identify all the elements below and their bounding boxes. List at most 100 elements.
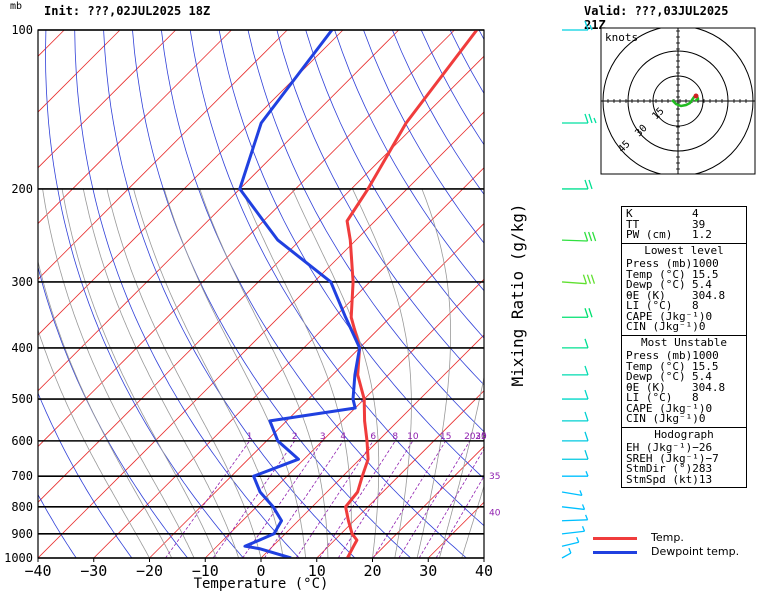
moist-adiabat	[82, 188, 240, 558]
pressure-tick-label: 300	[11, 275, 33, 289]
mixing-ratio-line	[295, 440, 374, 558]
mixing-ratio-line	[337, 440, 414, 558]
legend-dewpoint-swatch	[593, 551, 637, 554]
wind-barb-flag	[584, 113, 589, 124]
dry-adiabat	[334, 30, 484, 292]
isotherm-line	[149, 222, 484, 558]
index-key: StmDir (°)	[626, 462, 693, 475]
lowest-level-title: Lowest level	[644, 243, 724, 257]
wind-barb	[561, 274, 596, 285]
wind-barb-flag	[582, 274, 588, 284]
wind-barb-flag	[584, 308, 589, 318]
pressure-tick-label: 600	[11, 434, 33, 448]
index-row: SREH (Jkg⁻¹) −7	[626, 451, 742, 465]
index-row: Dewp (°C) 5.4	[626, 370, 742, 383]
index-row: Temp (°C) 15.5	[626, 361, 742, 373]
index-value: 5.4	[692, 370, 712, 383]
index-key: Dewp (°C)	[626, 370, 686, 383]
mixing-ratio-label: 40	[489, 508, 501, 518]
wind-barb-flag	[588, 113, 593, 124]
hodograph-section: Hodograph EH (Jkg⁻¹) −26 SREH (Jkg⁻¹) −7 Stm…	[622, 426, 746, 488]
dry-adiabat	[305, 30, 484, 339]
temperature-profile	[344, 30, 478, 558]
wind-barb-staff	[561, 281, 587, 285]
moist-adiabat	[199, 188, 329, 558]
isotherm-line	[38, 30, 455, 448]
pressure-tick-label: 1000	[4, 551, 33, 565]
index-row: PW (cm) 1.2	[626, 228, 742, 241]
lowest-level-section: Lowest level Press (mb) 1000 Temp (°C) 15.5…	[622, 242, 746, 335]
pressure-tick-label: 800	[11, 500, 33, 514]
hodograph-plot	[601, 28, 755, 174]
isotherm-line	[38, 30, 177, 169]
index-row: CIN (Jkg⁻¹) 0	[626, 321, 742, 333]
index-key: SREH (Jkg⁻¹)	[626, 451, 706, 465]
hodograph-title: knots	[605, 31, 638, 44]
wind-barb-flag	[584, 450, 589, 460]
index-value: 8	[692, 391, 699, 404]
wind-barb	[561, 537, 580, 547]
index-value: 4	[692, 207, 699, 220]
x-tick-label: 30	[419, 562, 437, 580]
index-value: 1000	[692, 257, 719, 270]
indices-top-section: K 4 TT 39 PW (cm) 1.2	[622, 207, 746, 243]
dry-adiabat	[45, 30, 244, 558]
wind-barb-flag	[583, 231, 589, 242]
mixing-ratio-line	[319, 440, 396, 558]
pressure-tick-label: 100	[11, 23, 33, 37]
mixing-ratio-line	[372, 440, 447, 558]
wind-barb	[561, 231, 597, 242]
index-key: Press (mb)	[626, 349, 693, 362]
mixing-ratio-line	[398, 440, 471, 558]
x-tick-label: −30	[80, 562, 107, 580]
isotherm-line	[38, 111, 484, 558]
wind-barb-staff	[561, 552, 572, 559]
wind-barb	[562, 411, 589, 422]
mixing-ratio-line	[435, 475, 484, 558]
index-row: CAPE (Jkg⁻¹) 0	[626, 309, 742, 323]
most-unstable-section: Most Unstable Press (mb) 1000 Temp (°C) 15.…	[622, 334, 746, 427]
isotherm-line	[372, 445, 484, 558]
moist-adiabat	[291, 188, 380, 558]
index-row: θE (K) 304.8	[626, 288, 742, 302]
wind-barb	[561, 525, 586, 535]
dry-adiabat	[103, 30, 356, 558]
x-tick-label: 10	[308, 562, 326, 580]
mixing-ratio-label: 4	[340, 432, 346, 442]
mixing-ratio-label: 8	[392, 432, 398, 442]
index-value: 0	[705, 309, 713, 323]
mixing-ratio-label: 30	[475, 432, 487, 442]
x-tick-label: −20	[136, 562, 163, 580]
wind-barb-flag	[584, 431, 589, 442]
index-row: θE (K) 304.8	[626, 382, 742, 394]
index-value: 1.2	[692, 228, 712, 241]
wind-barb-flag	[584, 389, 589, 400]
index-value: 0	[705, 401, 713, 415]
wind-barb-flag	[585, 514, 589, 521]
hodograph-storm-motion	[693, 93, 699, 99]
dry-adiabat	[189, 30, 484, 527]
index-row: LI (°C) 8	[626, 391, 742, 404]
x-tick-label: 20	[363, 562, 381, 580]
wind-barb	[562, 113, 597, 124]
wind-barb-flag	[586, 274, 592, 284]
init-time: Init: ???,02JUL2025 18Z	[44, 4, 211, 18]
isotherm-line	[93, 167, 484, 558]
wind-barb-flag	[568, 547, 572, 554]
index-key: Dewp (°C)	[626, 278, 686, 291]
index-value: 15.5	[692, 267, 719, 281]
wind-barb-staff	[561, 530, 585, 535]
index-value: 304.8	[692, 288, 726, 302]
isotherm-line	[316, 390, 484, 558]
index-value: 8	[692, 299, 699, 312]
index-row: StmSpd (kt) 13	[626, 474, 742, 486]
wind-barb-flag	[588, 308, 593, 318]
index-key: Temp (°C)	[626, 267, 686, 281]
index-row: CIN (Jkg⁻¹) 0	[626, 413, 742, 425]
index-key: CAPE (Jkg⁻¹)	[626, 401, 706, 415]
legend-temp-swatch	[593, 537, 637, 540]
wind-barb	[562, 470, 589, 477]
wind-barb-staff	[561, 506, 585, 511]
index-value: −7	[705, 451, 719, 465]
